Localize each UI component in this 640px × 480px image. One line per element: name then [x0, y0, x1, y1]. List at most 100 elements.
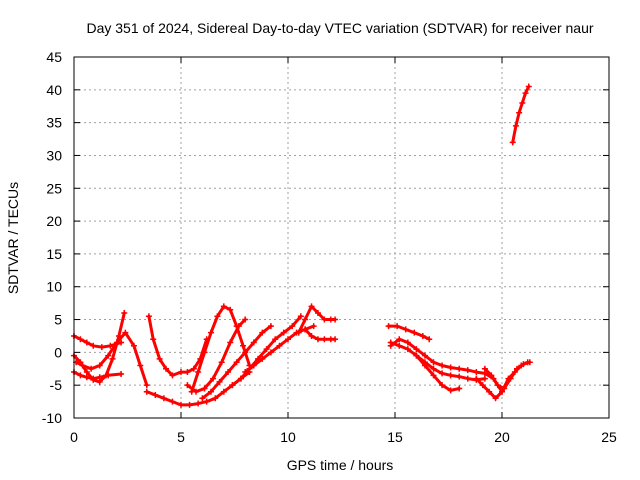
data-point [464, 375, 471, 382]
data-point [178, 369, 184, 376]
data-point [404, 346, 411, 353]
data-point [212, 395, 219, 402]
data-point [207, 329, 214, 336]
data-point [169, 372, 176, 379]
data-point [314, 336, 321, 343]
data-point [394, 323, 401, 330]
data-point [240, 342, 247, 349]
data-point [488, 372, 495, 379]
data-point [195, 369, 202, 376]
x-axis-label: GPS time / hours [287, 457, 394, 473]
data-point [302, 326, 309, 333]
data-point [259, 329, 266, 336]
data-point [404, 339, 411, 346]
x-tick-label: 25 [601, 429, 617, 445]
y-tick-label: 20 [46, 213, 62, 229]
data-point [512, 122, 519, 129]
data-point [83, 369, 90, 376]
data-point [150, 336, 157, 343]
data-point [233, 359, 240, 366]
data-point [302, 316, 309, 323]
y-tick-label: 40 [46, 82, 62, 98]
data-point [178, 401, 184, 408]
data-point [250, 339, 257, 346]
data-point [464, 367, 471, 374]
data-point [267, 349, 274, 356]
data-point [396, 342, 403, 349]
data-point [143, 388, 150, 395]
data-point [96, 374, 103, 381]
data-point [121, 309, 128, 316]
data-point [227, 339, 234, 346]
data-point [160, 395, 167, 402]
data-point [456, 373, 463, 380]
data-point [402, 326, 409, 333]
data-point [276, 342, 283, 349]
data-point [499, 388, 505, 395]
data-point [83, 339, 90, 346]
data-point [216, 378, 223, 385]
x-tick-label: 20 [494, 429, 510, 445]
data-point [203, 398, 210, 405]
data-point [308, 332, 315, 339]
series-line-track-19 [483, 360, 532, 390]
data-point [332, 336, 339, 343]
data-point [481, 365, 488, 372]
data-point [310, 323, 317, 330]
y-tick-label: 35 [46, 115, 62, 131]
data-point [501, 385, 508, 392]
chart-title: Day 351 of 2024, Sidereal Day-to-day VTE… [86, 20, 593, 36]
data-point [83, 374, 90, 381]
data-point [430, 365, 437, 372]
data-point [229, 382, 236, 389]
data-point [77, 336, 84, 343]
data-point [507, 375, 514, 382]
data-point [413, 352, 420, 359]
data-point [225, 369, 232, 376]
data-point [220, 388, 227, 395]
data-point [413, 346, 420, 353]
data-point [143, 382, 150, 389]
data-point [152, 392, 159, 399]
series-line-track-7 [190, 304, 251, 394]
data-point [519, 99, 526, 106]
data-point [272, 336, 279, 343]
data-point [473, 369, 480, 376]
data-point [479, 382, 486, 389]
data-point [88, 365, 95, 372]
data-point [184, 369, 191, 376]
x-tick-label: 10 [280, 429, 296, 445]
data-point [195, 400, 202, 407]
data-point [105, 352, 112, 359]
y-tick-label: 5 [54, 312, 62, 328]
data-point [250, 362, 257, 369]
x-tick-label: 15 [387, 429, 403, 445]
axis-ticks: 0 5 10 15 20 25 -10 -5 0 5 10 15 20 25 30 35 40 45 [42, 49, 617, 445]
data-point [411, 329, 418, 336]
y-tick-label: -10 [42, 410, 62, 426]
data-point [242, 349, 249, 356]
data-point [237, 375, 244, 382]
data-point [430, 372, 437, 379]
data-point [321, 316, 328, 323]
data-point [199, 395, 206, 402]
data-point [118, 371, 125, 378]
data-point [520, 361, 527, 368]
plot-frame [73, 56, 610, 419]
data-point [145, 313, 152, 320]
data-point [430, 359, 437, 366]
data-point [486, 388, 493, 395]
data-point [235, 323, 242, 330]
x-tick-label: 0 [70, 429, 78, 445]
data-point [227, 306, 234, 313]
data-point [295, 329, 302, 336]
data-point [516, 109, 523, 116]
data-point [201, 385, 208, 392]
data-point [130, 342, 137, 349]
data-point [447, 364, 454, 371]
data-point [481, 375, 488, 382]
data-point [263, 346, 270, 353]
y-tick-label: 45 [46, 49, 62, 65]
data-point [98, 344, 105, 351]
